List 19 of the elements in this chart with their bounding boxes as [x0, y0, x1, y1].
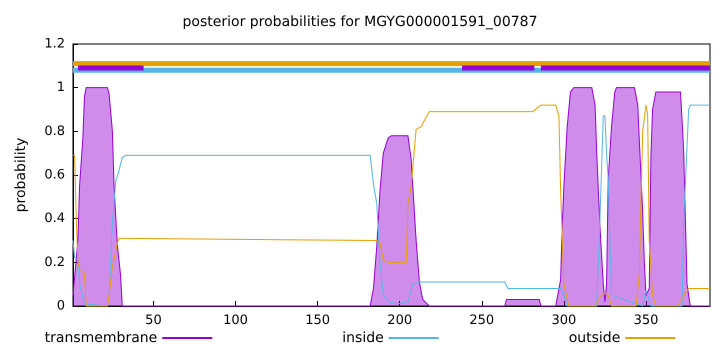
chart-title: posterior probabilities for MGYG000001591_00787: [182, 14, 538, 30]
legend-label: transmembrane: [44, 330, 158, 346]
y-tick-label: 1.2: [44, 36, 65, 52]
x-tick-label: 200: [387, 313, 412, 328]
legend-label: outside: [568, 330, 620, 346]
y-tick-label: 0.8: [44, 124, 65, 139]
x-tick-label: 100: [223, 313, 248, 328]
y-tick-label: 0.4: [44, 211, 65, 226]
y-tick-label: 0.2: [44, 254, 65, 270]
legend-label: inside: [342, 330, 384, 346]
y-tick-label: 0: [56, 298, 65, 314]
x-tick-label: 300: [551, 313, 576, 328]
x-tick-label: 50: [145, 313, 162, 328]
y-tick-label: 1: [56, 80, 65, 96]
y-axis-title: probability: [13, 138, 29, 212]
y-tick-label: 0.6: [44, 168, 65, 182]
x-tick-label: 250: [469, 313, 494, 328]
x-tick-label: 350: [634, 313, 658, 328]
x-tick-label: 150: [305, 313, 330, 328]
